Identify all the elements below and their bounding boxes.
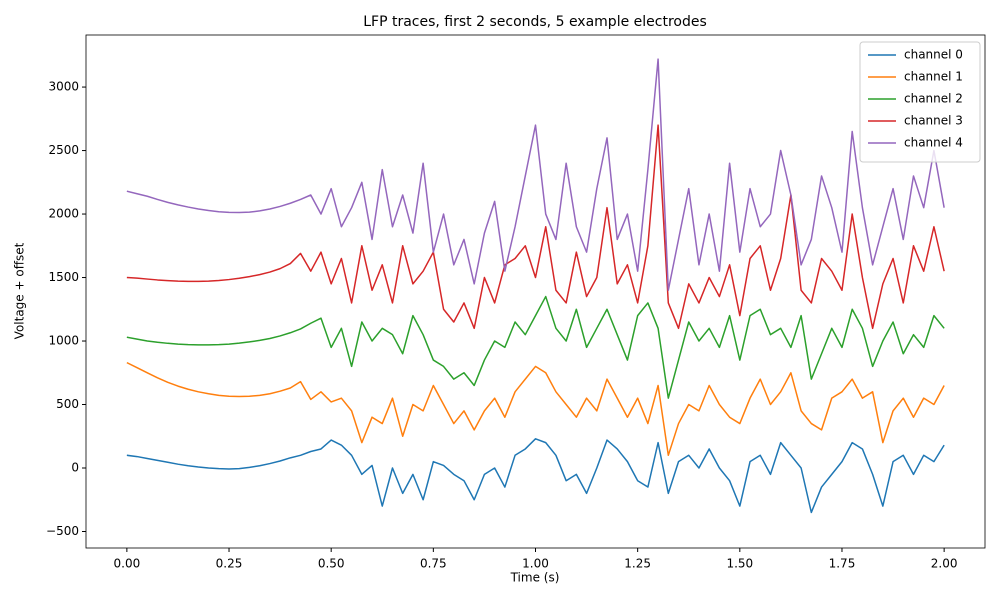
line-series (126, 58, 945, 291)
plot-frame (85, 34, 986, 549)
y-tick-label: 2000 (48, 207, 79, 221)
x-tick-label: 0.75 (420, 557, 447, 571)
line-series (126, 361, 945, 457)
legend-box (859, 41, 981, 163)
x-tick-label: 1.25 (624, 557, 651, 571)
legend-label: channel 0 (904, 48, 963, 62)
x-axis-label: Time (s) (510, 571, 560, 585)
x-tick-label: 0.00 (114, 557, 141, 571)
x-tick-label: 0.25 (216, 557, 243, 571)
x-tick-label: 1.75 (829, 557, 856, 571)
y-axis-label: Voltage + offset (13, 242, 27, 339)
y-tick-label: 0 (71, 461, 79, 475)
chart-title: LFP traces, first 2 seconds, 5 example e… (363, 14, 707, 30)
legend-label: channel 4 (904, 136, 963, 150)
y-tick-label: 1000 (48, 334, 79, 348)
y-tick-label: 3000 (48, 80, 79, 94)
x-tick-label: 2.00 (931, 557, 958, 571)
y-tick-label: 500 (56, 397, 79, 411)
legend-label: channel 2 (904, 92, 963, 106)
y-tick-label: 2500 (48, 143, 79, 157)
x-tick-label: 1.50 (726, 557, 753, 571)
line-series (126, 438, 945, 514)
y-tick-label: 1500 (48, 270, 79, 284)
legend-label: channel 1 (904, 70, 963, 84)
x-tick-label: 0.50 (318, 557, 345, 571)
y-tick-label: −500 (46, 524, 79, 538)
legend-label: channel 3 (904, 114, 963, 128)
line-series (126, 295, 945, 399)
line-series (126, 124, 945, 330)
x-tick-label: 1.00 (522, 557, 549, 571)
